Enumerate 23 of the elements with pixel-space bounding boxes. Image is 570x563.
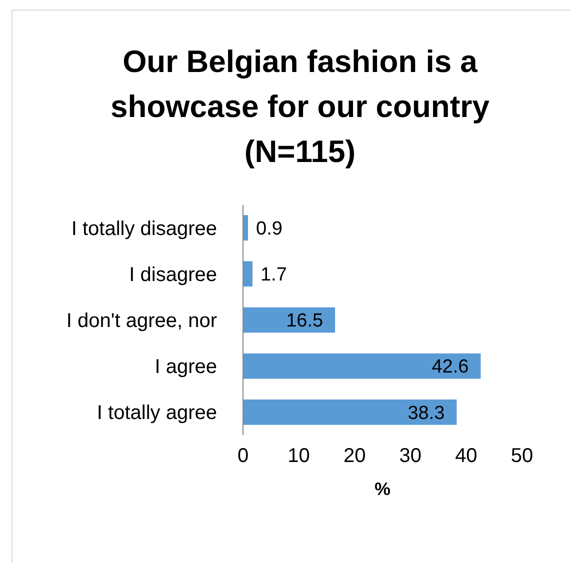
x-tick-label: 10 [288, 445, 310, 467]
data-label: 16.5 [286, 310, 324, 332]
data-label: 0.9 [256, 218, 282, 240]
data-label: 42.6 [432, 356, 469, 378]
x-tick-label: 50 [510, 445, 534, 467]
bar [243, 400, 457, 425]
x-axis-title: % [374, 479, 391, 499]
x-tick-label: 20 [343, 445, 366, 467]
bar [243, 261, 252, 287]
chart-title: Our Belgian fashion is a showcase for our country (N=115) [110, 44, 490, 169]
x-tick-label: 40 [455, 445, 478, 467]
y-tick-label: I totally agree [96, 402, 217, 424]
y-tick-label: I don't agree, nor [66, 310, 218, 332]
y-tick-label: I disagree [129, 264, 217, 286]
y-tick-label: I totally disagree [71, 218, 217, 240]
x-tick-label: 0 [237, 445, 249, 467]
x-tick-label: 30 [399, 445, 422, 467]
y-tick-label: I agree [154, 356, 217, 378]
bar [243, 307, 336, 333]
data-label: 38.3 [408, 402, 445, 424]
data-label: 1.7 [260, 264, 287, 286]
bar [243, 353, 481, 379]
bar [243, 215, 248, 240]
